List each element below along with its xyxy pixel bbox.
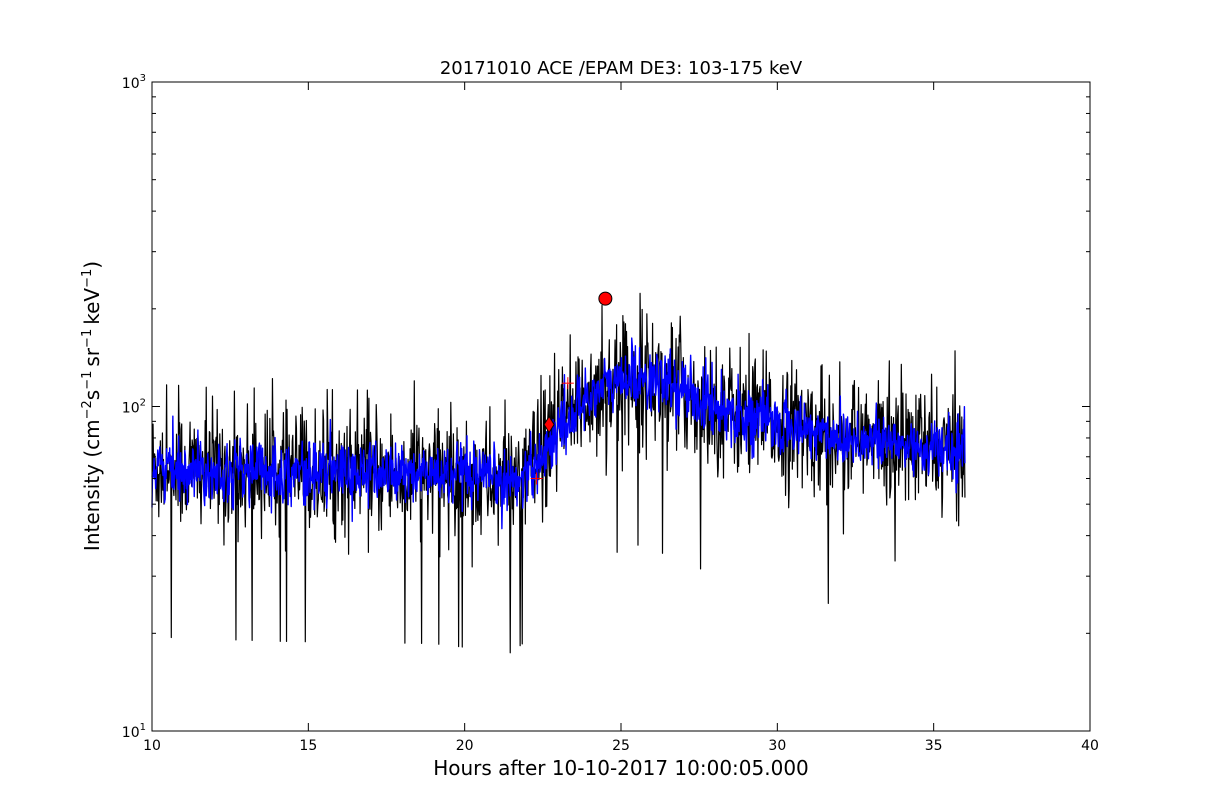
x-tick-label: 20: [456, 738, 474, 754]
plot-area: [151, 81, 1091, 732]
marker-diamond: [543, 415, 555, 434]
y-tick-labels: 101 102 103: [122, 73, 146, 741]
y-label-exp2: −1: [80, 371, 95, 390]
tick-layer: [151, 81, 1091, 732]
x-tick-label: 25: [612, 738, 630, 754]
x-tick-label: 15: [299, 738, 317, 754]
y-label-mid1: s: [80, 390, 104, 400]
marker-plus: [561, 377, 574, 390]
y-label-prefix: Intensity (cm: [80, 419, 104, 551]
series-line-smoothed: [151, 337, 966, 530]
x-tick-label: 35: [925, 738, 943, 754]
chart-title: 20171010 ACE /EPAM DE3: 103-175 keV: [440, 58, 803, 79]
x-tick-labels: 10 15 20 25 30 35 40: [143, 738, 1099, 754]
x-axis-label: Hours after 10-10-2017 10:00:05.000: [433, 756, 809, 780]
y-label-exp1: −2: [80, 400, 95, 419]
y-axis-label: Intensity (cm−2s−1sr−1keV−1): [80, 261, 104, 551]
marker-layer: [530, 291, 613, 485]
y-tick-label: 101: [122, 722, 146, 741]
y-label-suffix: ): [80, 261, 104, 269]
y-label-mid3: keV: [80, 288, 104, 325]
marker-circle: [598, 291, 613, 306]
x-tick-label: 40: [1081, 738, 1099, 754]
y-tick-label: 103: [122, 73, 146, 92]
marker-plus: [530, 472, 543, 485]
y-label-exp4: −1: [80, 269, 95, 288]
x-tick-label: 10: [143, 738, 161, 754]
y-label-mid2: sr: [80, 347, 104, 366]
y-label-exp3: −1: [80, 329, 95, 348]
x-tick-label: 30: [768, 738, 786, 754]
y-tick-label: 102: [122, 398, 146, 417]
series-layer: [151, 292, 966, 654]
